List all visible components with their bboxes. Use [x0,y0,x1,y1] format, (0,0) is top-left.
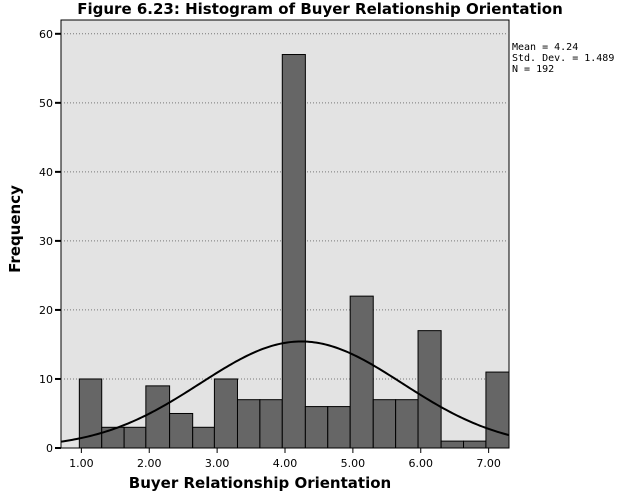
histogram-bar [304,406,329,449]
stats-n: N = 192 [512,64,554,75]
histogram-bar [78,378,103,449]
y-tick-label: 40 [39,166,53,179]
chart-title: Figure 6.23: Histogram of Buyer Relation… [77,0,563,18]
histogram-bar [192,426,215,449]
histogram-bar [327,406,351,449]
histogram-bar [417,330,442,449]
x-tick-label: 6.00 [409,457,434,470]
y-tick-label: 20 [39,304,53,317]
histogram-bar [440,440,465,449]
histogram-bar [349,295,374,449]
x-tick-label: 3.00 [205,457,230,470]
histogram-bar [213,378,238,449]
histogram-bar [372,399,397,449]
y-tick-label: 50 [39,97,53,110]
x-tick-label: 5.00 [341,457,366,470]
histogram-bar [145,385,171,449]
stats-std-dev: Std. Dev. = 1.489 [512,53,614,64]
histogram-bar [485,371,510,449]
y-tick-label: 0 [46,442,53,455]
histogram-bar [463,440,487,449]
y-tick-label: 60 [39,28,53,41]
x-axis: 1.00 2.00 3.00 4.00 5.00 6.00 7.00 [69,448,501,470]
histogram-bar [123,426,147,449]
histogram-bar [169,412,194,449]
histogram-bar [236,399,261,449]
normal-curve [60,340,510,443]
y-tick-label: 10 [39,373,53,386]
histogram-bar [101,426,125,449]
histogram-bar [281,54,306,449]
x-tick-label: 2.00 [137,457,162,470]
stats-mean: Mean = 4.24 [512,42,578,53]
histogram-bar [259,399,283,449]
stats-box: Mean = 4.24 Std. Dev. = 1.489 N = 192 [512,42,614,75]
x-tick-label: 4.00 [273,457,298,470]
normal-curve-group [60,340,510,443]
x-axis-label: Buyer Relationship Orientation [129,474,391,492]
y-tick-label: 30 [39,235,53,248]
y-axis: 0 10 20 30 40 50 60 [39,28,61,455]
x-tick-label: 1.00 [69,457,94,470]
x-tick-label: 7.00 [476,457,501,470]
bars [78,54,510,449]
y-axis-label: Frequency [6,185,24,273]
histogram-bar [395,399,419,449]
